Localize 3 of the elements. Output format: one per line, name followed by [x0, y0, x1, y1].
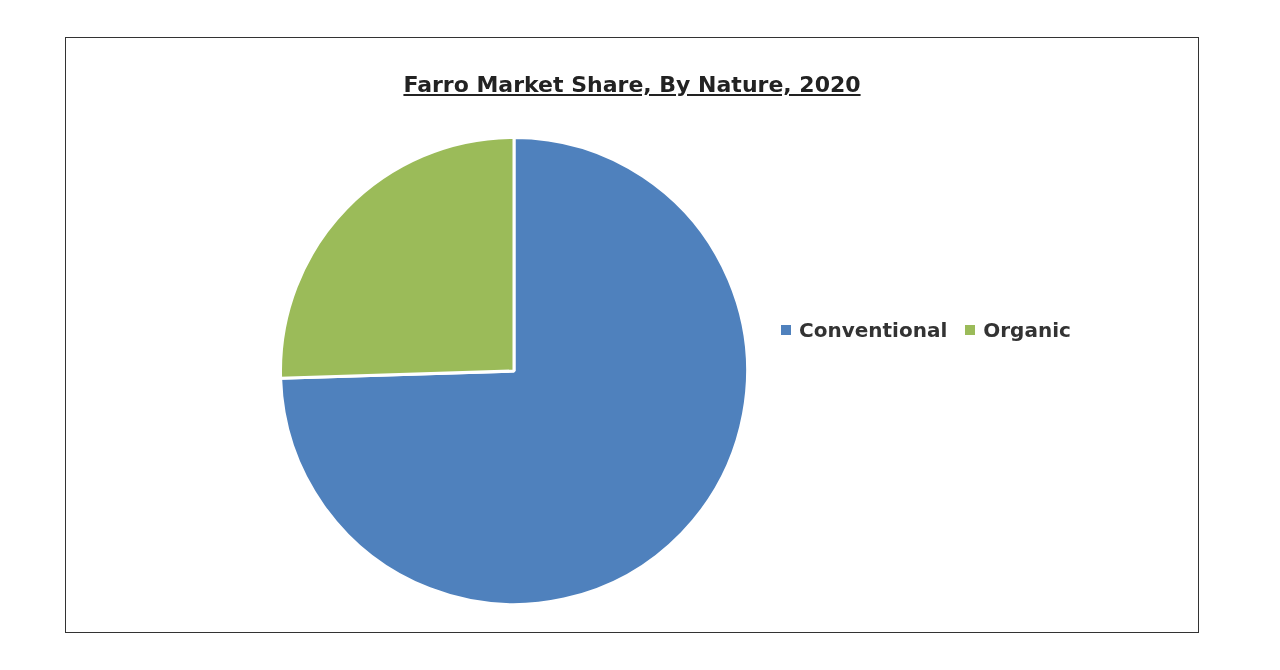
- legend-label: Organic: [983, 318, 1071, 342]
- chart-title: Farro Market Share, By Nature, 2020: [402, 72, 862, 97]
- legend-label: Conventional: [799, 318, 948, 342]
